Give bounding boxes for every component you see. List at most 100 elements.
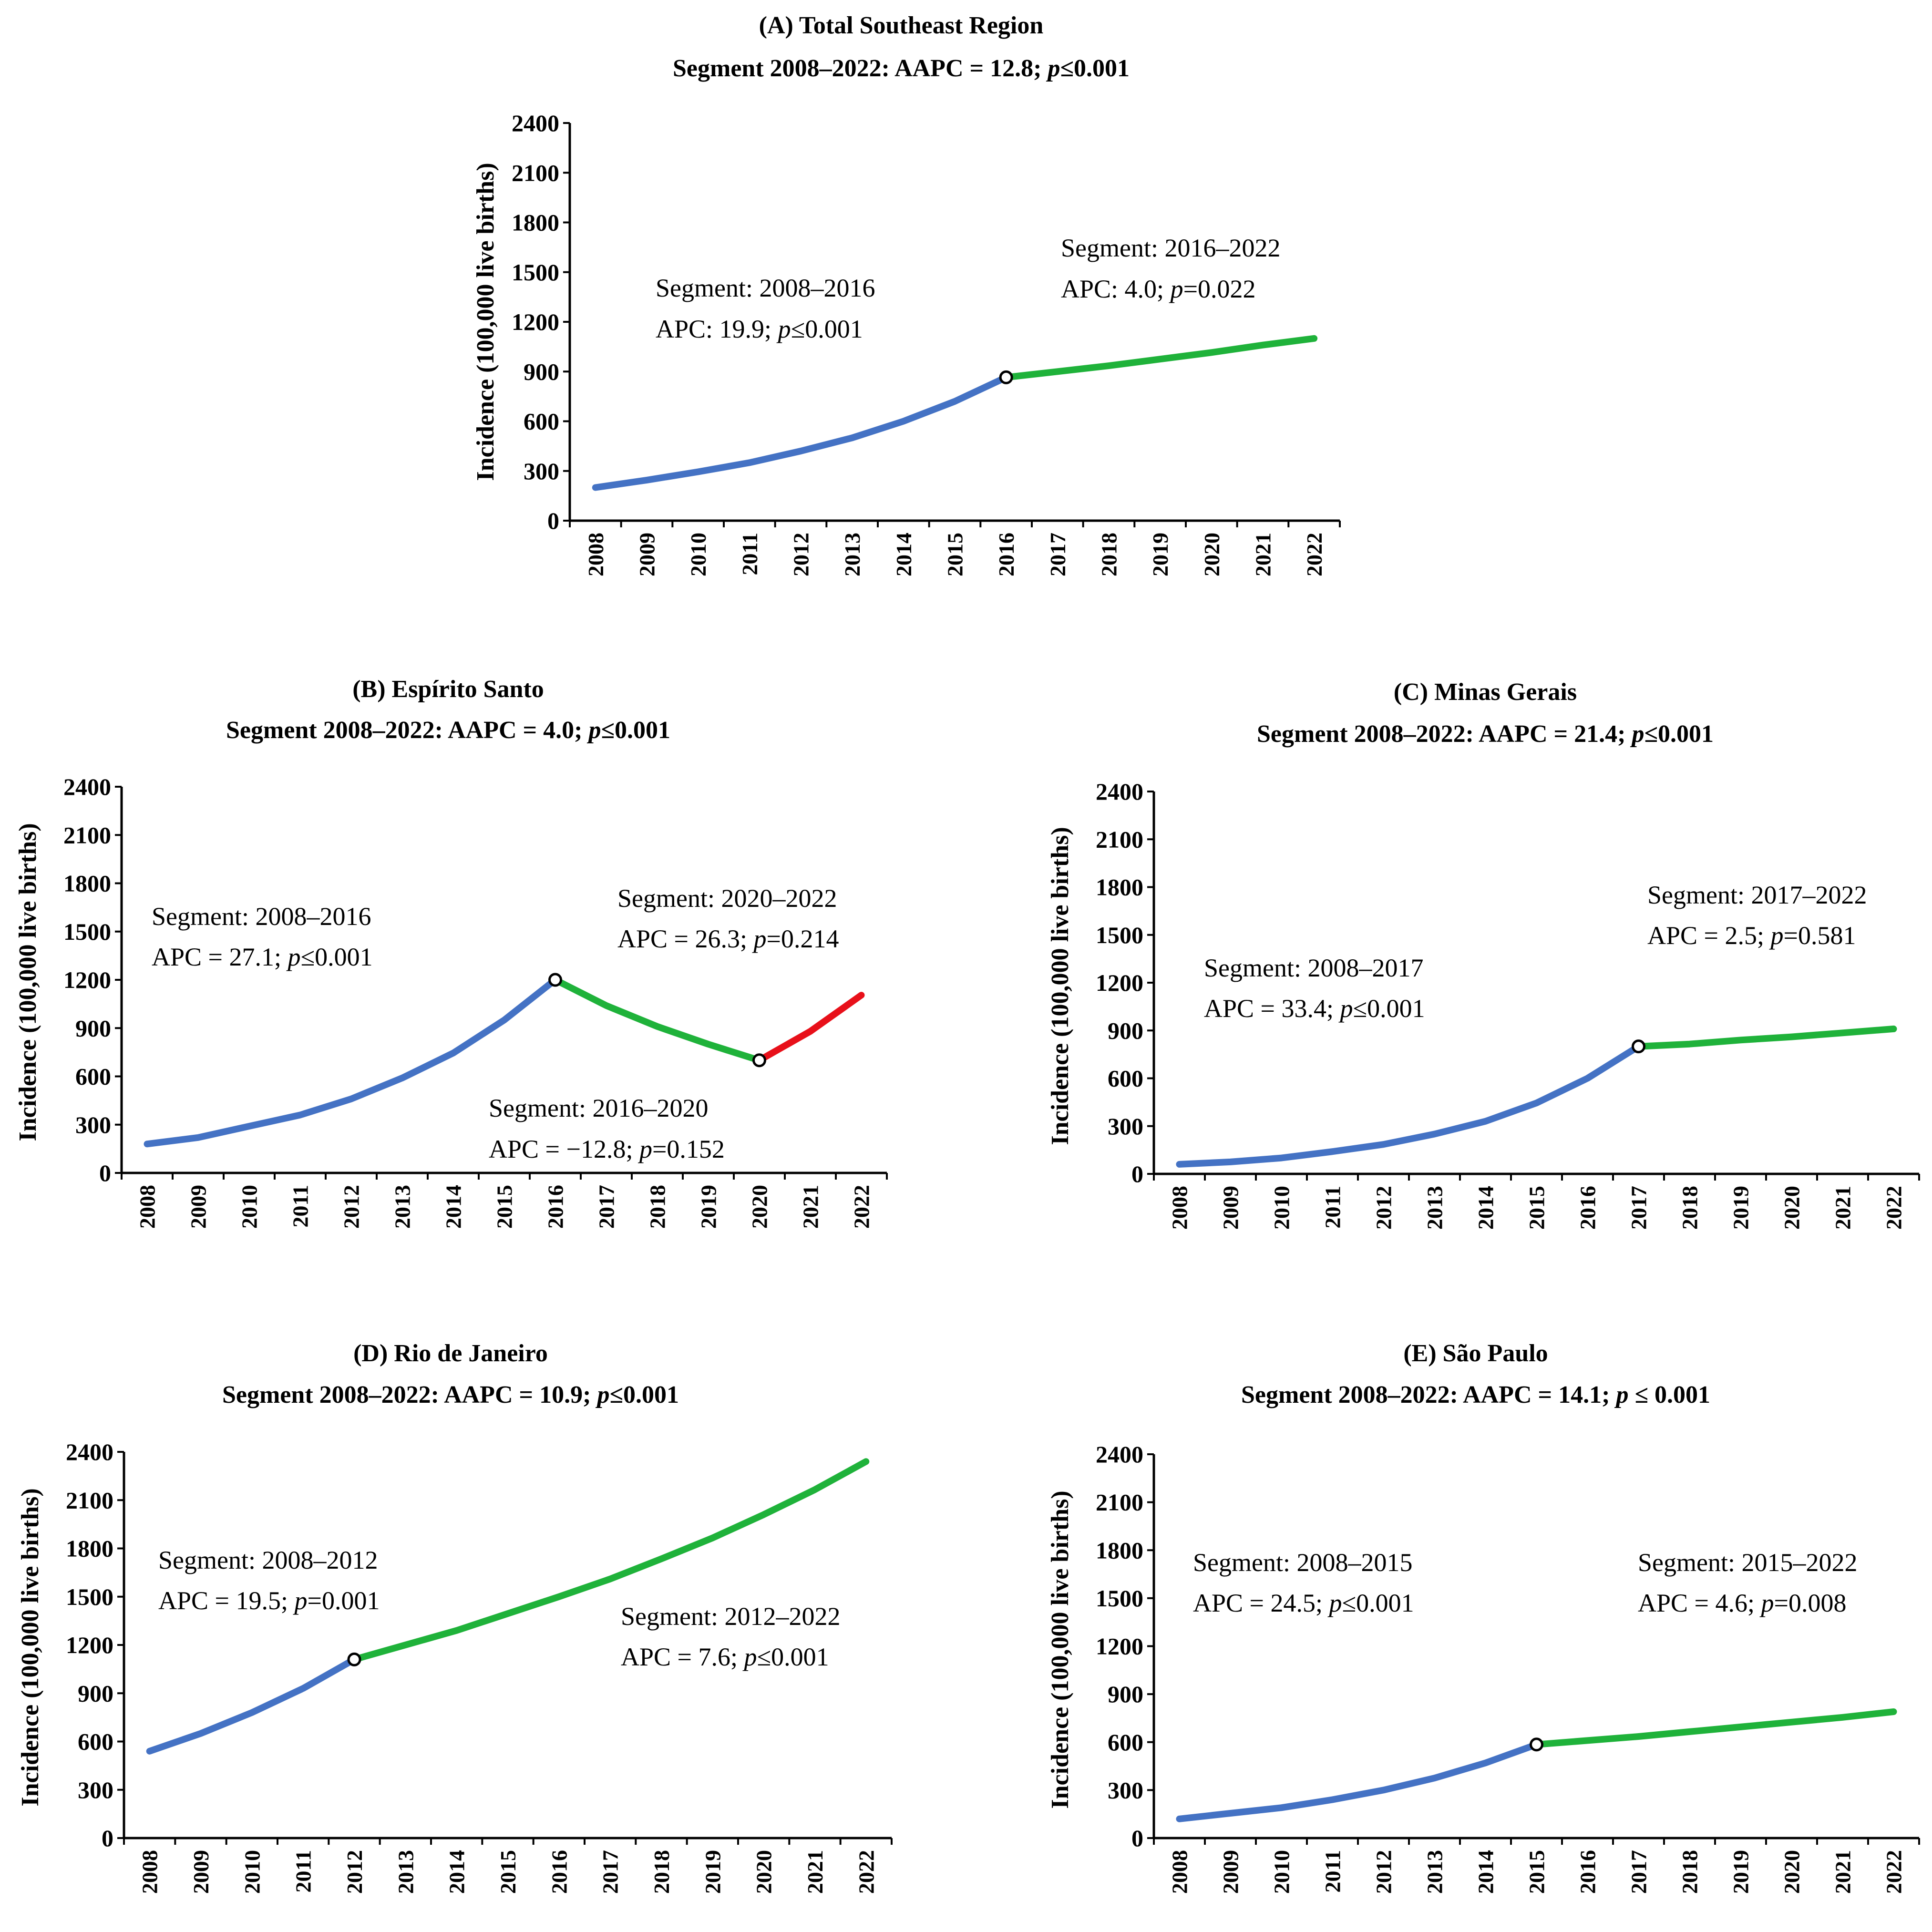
y-tick-label: 2400 (63, 773, 111, 800)
x-tick-label: 2012 (1372, 1186, 1396, 1230)
series-line-segment-2 (1635, 1025, 1897, 1050)
y-tick-label: 2400 (512, 110, 559, 136)
y-tick-label: 1500 (63, 918, 111, 945)
x-tick-label: 2012 (342, 1850, 367, 1894)
x-tick-label: 2020 (1780, 1186, 1804, 1230)
y-tick-label: 300 (78, 1777, 113, 1803)
x-tick-label: 2011 (291, 1850, 316, 1892)
panel-subtitle: Segment 2008–2022: AAPC = 21.4; p≤0.001 (1257, 720, 1714, 748)
annotation-segment-3-apc: APC = 26.3; p=0.214 (617, 925, 839, 953)
x-tick-label: 2013 (1423, 1186, 1447, 1230)
panel-espirito-santo: (B) Espírito Santo Segment 2008–2022: AA… (14, 676, 888, 1229)
x-tick-label: 2015 (496, 1850, 520, 1894)
y-tick-label: 2400 (66, 1439, 113, 1465)
annotation-segment-2-apc: APC = −12.8; p=0.152 (489, 1135, 725, 1163)
x-tick-label: 2018 (646, 1185, 670, 1229)
y-tick-label: 1200 (63, 966, 111, 993)
x-tick-label: 2015 (493, 1185, 517, 1229)
y-tick-label: 0 (1131, 1825, 1143, 1851)
y-axis-label: Incidence (100,000 live births) (17, 1488, 44, 1806)
y-tick-label: 600 (75, 1063, 111, 1090)
joinpoint-marker (1632, 1039, 1645, 1054)
series-line-segment-1 (1176, 1043, 1642, 1168)
y-tick-label: 2100 (1096, 1489, 1143, 1516)
x-tick-label: 2014 (442, 1185, 466, 1229)
y-tick-label: 900 (1108, 1017, 1143, 1044)
y-tick-label: 2400 (1096, 778, 1143, 805)
panel-title: (A) Total Southeast Region (759, 12, 1044, 39)
panel-subtitle: Segment 2008–2022: AAPC = 12.8; p≤0.001 (673, 55, 1130, 82)
x-tick-label: 2012 (339, 1185, 364, 1229)
y-tick-label: 2400 (1096, 1441, 1143, 1468)
x-tick-label: 2015 (943, 533, 967, 576)
series-line-segment-2 (351, 1458, 870, 1663)
x-tick-label: 2016 (1576, 1186, 1600, 1230)
x-tick-label: 2010 (1270, 1850, 1294, 1894)
annotation-segment-1-apc: APC: 19.9; p≤0.001 (656, 315, 863, 343)
y-tick-label: 600 (1108, 1065, 1143, 1092)
x-tick-label: 2013 (1423, 1850, 1447, 1894)
x-tick-label: 2018 (1678, 1850, 1702, 1894)
series-line-segment-1 (144, 976, 559, 1148)
x-tick-label: 2019 (1729, 1850, 1753, 1894)
x-tick-label: 2021 (1831, 1850, 1855, 1894)
panel-subtitle: Segment 2008–2022: AAPC = 14.1; p ≤ 0.00… (1241, 1381, 1710, 1408)
annotation-segment-1-apc: APC = 27.1; p≤0.001 (152, 943, 373, 971)
x-tick-label: 2013 (840, 533, 864, 576)
x-tick-label: 2011 (738, 533, 762, 575)
x-tick-label: 2009 (186, 1185, 211, 1229)
x-tick-label: 2021 (799, 1185, 823, 1229)
y-tick-label: 1500 (512, 259, 559, 286)
panel-rio-de-janeiro: (D) Rio de Janeiro Segment 2008–2022: AA… (17, 1340, 893, 1894)
x-tick-label: 2013 (393, 1850, 418, 1894)
y-tick-label: 2100 (63, 822, 111, 848)
x-tick-label: 2008 (138, 1850, 162, 1894)
joinpoint-marker (548, 973, 562, 987)
x-tick-label: 2021 (803, 1850, 827, 1894)
y-tick-label: 1500 (1096, 1585, 1143, 1612)
x-tick-label: 2014 (445, 1850, 469, 1894)
x-tick-label: 2009 (635, 533, 659, 576)
y-axis-label: Incidence (100,000 live births) (1047, 1490, 1074, 1809)
panel-total-southeast: (A) Total Southeast Region Segment 2008–… (472, 12, 1341, 576)
x-tick-label: 2014 (892, 533, 916, 576)
y-tick-label: 1500 (66, 1583, 113, 1610)
y-tick-label: 900 (524, 358, 559, 385)
x-tick-label: 2017 (595, 1185, 619, 1229)
annotation-segment-2-title: Segment: 2012–2022 (621, 1602, 840, 1631)
y-tick-label: 300 (75, 1111, 111, 1138)
y-tick-label: 1200 (1096, 1633, 1143, 1660)
x-tick-label: 2018 (649, 1850, 674, 1894)
x-tick-label: 2018 (1097, 533, 1121, 576)
y-tick-label: 0 (1131, 1161, 1143, 1187)
panel-title: (D) Rio de Janeiro (353, 1340, 548, 1367)
panel-subtitle: Segment 2008–2022: AAPC = 10.9; p≤0.001 (222, 1381, 679, 1408)
y-tick-label: 1500 (1096, 922, 1143, 948)
y-tick-label: 600 (1108, 1729, 1143, 1756)
x-tick-label: 2010 (1270, 1186, 1294, 1230)
x-tick-label: 2022 (850, 1185, 874, 1229)
y-tick-label: 600 (524, 408, 559, 435)
x-tick-label: 2019 (697, 1185, 721, 1229)
annotation-segment-1-title: Segment: 2008–2012 (158, 1546, 378, 1574)
annotation-segment-1-title: Segment: 2008–2016 (656, 274, 875, 302)
y-tick-label: 2100 (66, 1487, 113, 1513)
x-tick-label: 2017 (1627, 1850, 1651, 1894)
joinpoint-marker (752, 1053, 766, 1068)
panel-subtitle: Segment 2008–2022: AAPC = 4.0; p≤0.001 (226, 717, 670, 744)
y-tick-label: 900 (1108, 1681, 1143, 1707)
annotation-segment-2-title: Segment: 2015–2022 (1638, 1548, 1857, 1577)
x-tick-label: 2008 (135, 1185, 160, 1229)
x-tick-label: 2011 (288, 1185, 313, 1227)
y-tick-label: 900 (78, 1680, 113, 1706)
x-tick-label: 2017 (598, 1850, 623, 1894)
panel-minas-gerais: (C) Minas Gerais Segment 2008–2022: AAPC… (1047, 678, 1920, 1230)
x-tick-label: 2010 (237, 1185, 262, 1229)
series-line-segment-2 (1533, 1708, 1897, 1748)
series-line-segment-2 (552, 976, 763, 1064)
x-tick-label: 2017 (1627, 1186, 1651, 1230)
joinpoint-marker (1530, 1737, 1543, 1752)
y-tick-label: 1200 (1096, 969, 1143, 996)
annotation-segment-1-apc: APC = 19.5; p=0.001 (158, 1586, 380, 1615)
